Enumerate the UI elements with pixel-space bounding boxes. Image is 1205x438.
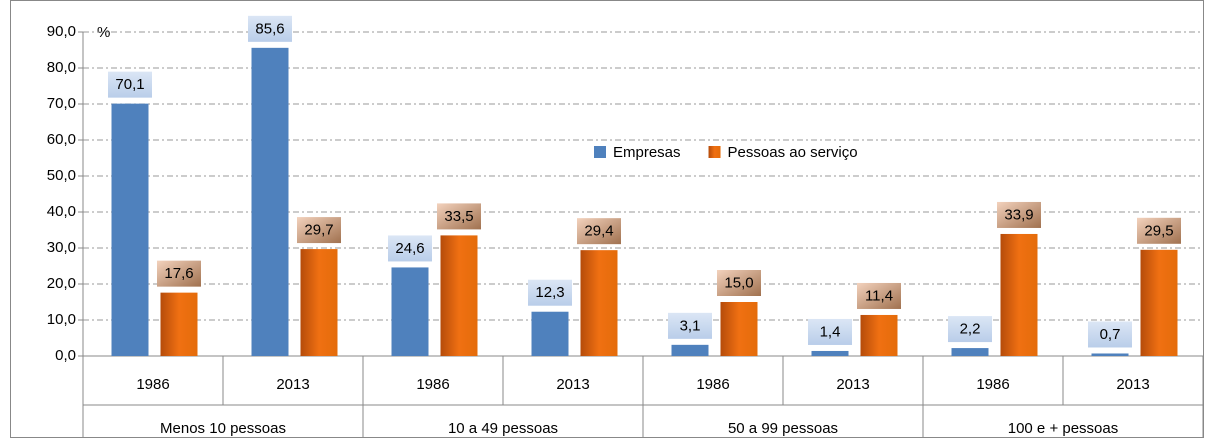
y-tick-label: 70,0 [47,95,76,112]
x-tick-label: 1986 [696,376,729,393]
bar [1000,233,1038,356]
value-label: 0,7 [1100,326,1121,343]
x-tick-label: 2013 [836,376,869,393]
y-tick-label: 60,0 [47,131,76,148]
bar [160,292,198,356]
legend-swatch [708,146,721,158]
value-label-box [577,218,621,245]
value-label: 29,7 [304,222,333,239]
bar [300,249,338,356]
value-label-box [157,260,201,287]
bar [1140,249,1178,356]
value-label-box [857,282,901,309]
legend-label: Pessoas ao serviço [728,144,858,161]
group-label: 100 e + pessoas [1008,420,1119,437]
bar [860,314,898,356]
bar [440,235,478,356]
value-label-box [948,316,992,343]
value-label: 70,1 [115,76,144,93]
value-label: 15,0 [724,274,753,291]
value-label-box [668,312,712,339]
legend-swatch [594,146,606,158]
x-tick-label: 2013 [276,376,309,393]
y-tick-label: 50,0 [47,167,76,184]
value-label-box [1137,217,1181,244]
value-label: 24,6 [395,240,424,257]
value-label-box [108,71,152,98]
bar [580,250,618,356]
bar [531,311,569,356]
unit-label: % [97,24,110,41]
value-label: 33,5 [444,208,473,225]
value-label: 17,6 [164,265,193,282]
x-tick-label: 1986 [976,376,1009,393]
bar [251,47,289,357]
value-label-box [437,203,481,230]
value-label: 3,1 [680,317,701,334]
y-tick-label: 30,0 [47,239,76,256]
bar [951,348,989,356]
value-label-box [248,15,292,42]
y-tick-label: 80,0 [47,59,76,76]
group-label: Menos 10 pessoas [160,420,286,437]
bar [111,103,149,356]
bar [391,267,429,356]
x-tick-label: 2013 [1116,376,1149,393]
y-tick-label: 0,0 [55,347,76,364]
group-label: 50 a 99 pessoas [728,420,838,437]
value-label-box [388,235,432,262]
value-label: 33,9 [1004,206,1033,223]
x-tick-label: 1986 [416,376,449,393]
value-label-box [297,217,341,244]
value-label: 29,5 [1144,222,1173,239]
y-tick-label: 20,0 [47,275,76,292]
value-label-box [717,270,761,296]
group-label: 10 a 49 pessoas [448,420,558,437]
value-label-box [528,279,572,306]
bar [1091,353,1129,356]
value-label: 85,6 [255,20,284,37]
y-tick-label: 40,0 [47,203,76,220]
value-label: 29,4 [584,223,613,240]
value-label: 11,4 [865,287,893,304]
value-label-box [808,318,852,345]
value-label: 2,2 [960,321,981,338]
y-tick-label: 90,0 [47,23,76,40]
bar [811,350,849,356]
value-label: 1,4 [820,323,841,340]
value-label-box [997,201,1041,228]
bar [671,344,709,356]
x-tick-label: 2013 [556,376,589,393]
value-label: 12,3 [535,284,564,301]
x-tick-label: 1986 [136,376,169,393]
y-tick-label: 10,0 [47,311,76,328]
legend-label: Empresas [613,144,681,161]
bar [720,302,758,356]
value-label-box [1088,321,1132,348]
